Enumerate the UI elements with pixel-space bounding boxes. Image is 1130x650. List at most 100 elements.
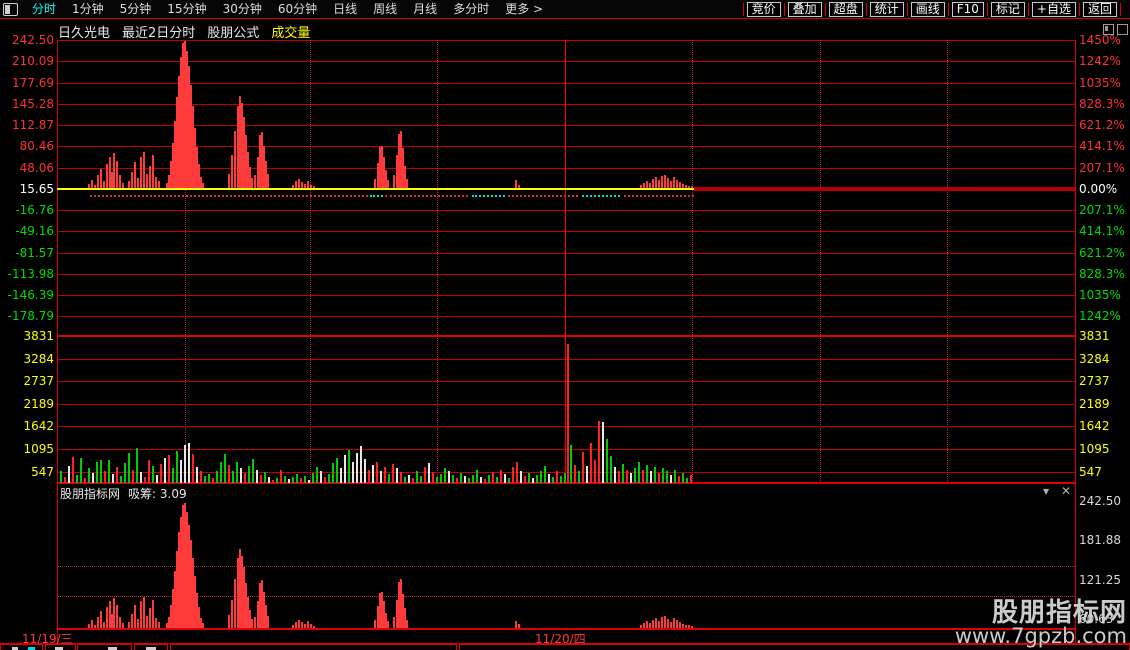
menu-item-2[interactable]: 1分钟 — [72, 1, 104, 16]
volume-bar — [376, 461, 378, 483]
menu-item-10[interactable]: 多分时 — [453, 1, 490, 16]
volume-bar — [508, 478, 510, 483]
toolbar-button-4[interactable]: 统计 — [869, 1, 904, 17]
sub-panel-baseline — [57, 628, 1075, 630]
volume-bar — [642, 469, 644, 483]
sub-indicator-spike — [515, 620, 517, 628]
volume-bar — [524, 476, 526, 483]
axis-label-left: 242.50 — [12, 33, 54, 47]
volume-bar — [618, 471, 620, 483]
menu-item-4[interactable]: 15分钟 — [167, 1, 207, 16]
toolbar-button-8[interactable]: +自选 — [1031, 1, 1076, 17]
volume-axis-label-left: 2737 — [23, 374, 54, 389]
indicator-spike — [655, 177, 657, 189]
volume-bar — [320, 471, 322, 483]
sub-indicator-spike — [249, 609, 251, 628]
toolbar-button-2[interactable]: 叠加 — [787, 1, 822, 17]
toolbar-button-9[interactable]: 返回 — [1082, 1, 1117, 17]
toolbar-button-3[interactable]: 超盘 — [828, 1, 863, 17]
volume-axis-label-right: 3284 — [1079, 351, 1110, 366]
menu-item-6[interactable]: 60分钟 — [277, 1, 318, 16]
volume-bar — [368, 469, 370, 483]
sub-panel-collapse-icon[interactable]: ▼ — [1043, 487, 1050, 496]
menu-item-1[interactable]: 分时 — [32, 1, 57, 16]
indicator-spike — [106, 164, 108, 189]
axis-label-right: 621.2% — [1079, 118, 1125, 133]
volume-bar — [328, 474, 330, 483]
indicator-spike — [245, 134, 247, 189]
axis-label-right: 1242% — [1079, 54, 1121, 69]
axis-label-left: 80.46 — [19, 139, 54, 154]
volume-bar — [634, 467, 636, 483]
volume-bar — [548, 473, 550, 483]
sub-indicator-spike — [307, 621, 309, 628]
indicator-spike — [249, 167, 251, 189]
volume-bar — [252, 459, 254, 483]
volume-bar — [136, 448, 138, 483]
window-panel-icon[interactable] — [1103, 24, 1114, 35]
window-maximize-icon[interactable] — [1117, 24, 1128, 35]
toolbar-button-5[interactable]: 画线 — [910, 1, 945, 17]
sub-indicator-spike — [673, 618, 675, 628]
toolbar-button-1[interactable]: 竞价 — [746, 1, 781, 17]
indicator-spike — [515, 180, 517, 189]
gridline-main — [57, 61, 1075, 63]
sub-axis-label-right: 181.88 — [1079, 533, 1121, 547]
indicator-spike — [100, 169, 102, 189]
sub-indicator-spike — [91, 620, 93, 628]
formula-label[interactable]: 股朋公式 — [207, 26, 260, 41]
indicator-spike — [143, 152, 145, 189]
indicator-spike — [518, 184, 520, 189]
gridline-volume — [57, 358, 1075, 360]
axis-label-left: -146.39 — [7, 288, 54, 303]
gridline-main — [57, 125, 1075, 127]
gridline-main — [57, 167, 1075, 169]
menu-item-9[interactable]: 月线 — [413, 1, 438, 16]
volume-bar — [372, 464, 374, 483]
bottom-strip-segment-5[interactable] — [170, 644, 457, 650]
gridline-vertical-dotted — [437, 40, 438, 483]
sub-indicator-spike — [231, 599, 233, 628]
panel-toggle-icon[interactable] — [3, 2, 18, 16]
indicator-spike — [691, 186, 693, 189]
axis-label-right: 828.3% — [1079, 96, 1125, 111]
volume-axis-label-right: 1642 — [1079, 419, 1110, 434]
volume-bar — [484, 479, 486, 483]
gridline-sub-dotted — [57, 566, 1075, 567]
volume-bar — [464, 476, 466, 483]
sub-panel-close-icon[interactable]: ✕ — [1061, 484, 1072, 498]
sub-indicator-spike — [168, 616, 170, 628]
volume-bar — [476, 469, 478, 483]
volume-label[interactable]: 成交量 — [271, 26, 311, 41]
volume-bar — [528, 473, 530, 483]
sub-indicator-spike — [261, 579, 263, 628]
sub-indicator-spike — [116, 604, 118, 628]
toolbar-separator — [986, 2, 988, 16]
volume-bar — [188, 442, 190, 483]
volume-bar — [128, 452, 130, 483]
gridline-vertical-dotted — [310, 40, 311, 483]
menu-item-7[interactable]: 日线 — [333, 1, 358, 16]
menu-item-11[interactable]: 更多 > — [505, 1, 544, 16]
volume-bar — [300, 478, 302, 483]
indicator-spike — [152, 155, 154, 189]
volume-bar — [284, 476, 286, 483]
volume-bar — [416, 471, 418, 483]
indicator-spike — [170, 161, 172, 189]
menu-item-8[interactable]: 周线 — [373, 1, 398, 16]
sub-indicator-spike — [682, 623, 684, 628]
volume-bar — [64, 477, 66, 483]
bottom-strip-segment-1[interactable] — [0, 644, 43, 650]
axis-label-left: 145.28 — [12, 96, 54, 111]
toolbar-button-7[interactable]: 标记 — [990, 1, 1025, 17]
sub-indicator-spike — [166, 622, 168, 628]
sub-indicator-spike — [398, 581, 400, 628]
toolbar-button-6[interactable]: F10 — [951, 1, 984, 17]
sub-indicator-spike — [234, 578, 236, 628]
gridline-volume — [57, 403, 1075, 405]
bottom-strip-segment-3[interactable] — [77, 644, 132, 650]
gridline-main — [57, 316, 1075, 318]
volume-bar — [220, 462, 222, 483]
menu-item-5[interactable]: 30分钟 — [222, 1, 262, 16]
menu-item-3[interactable]: 5分钟 — [119, 1, 152, 16]
